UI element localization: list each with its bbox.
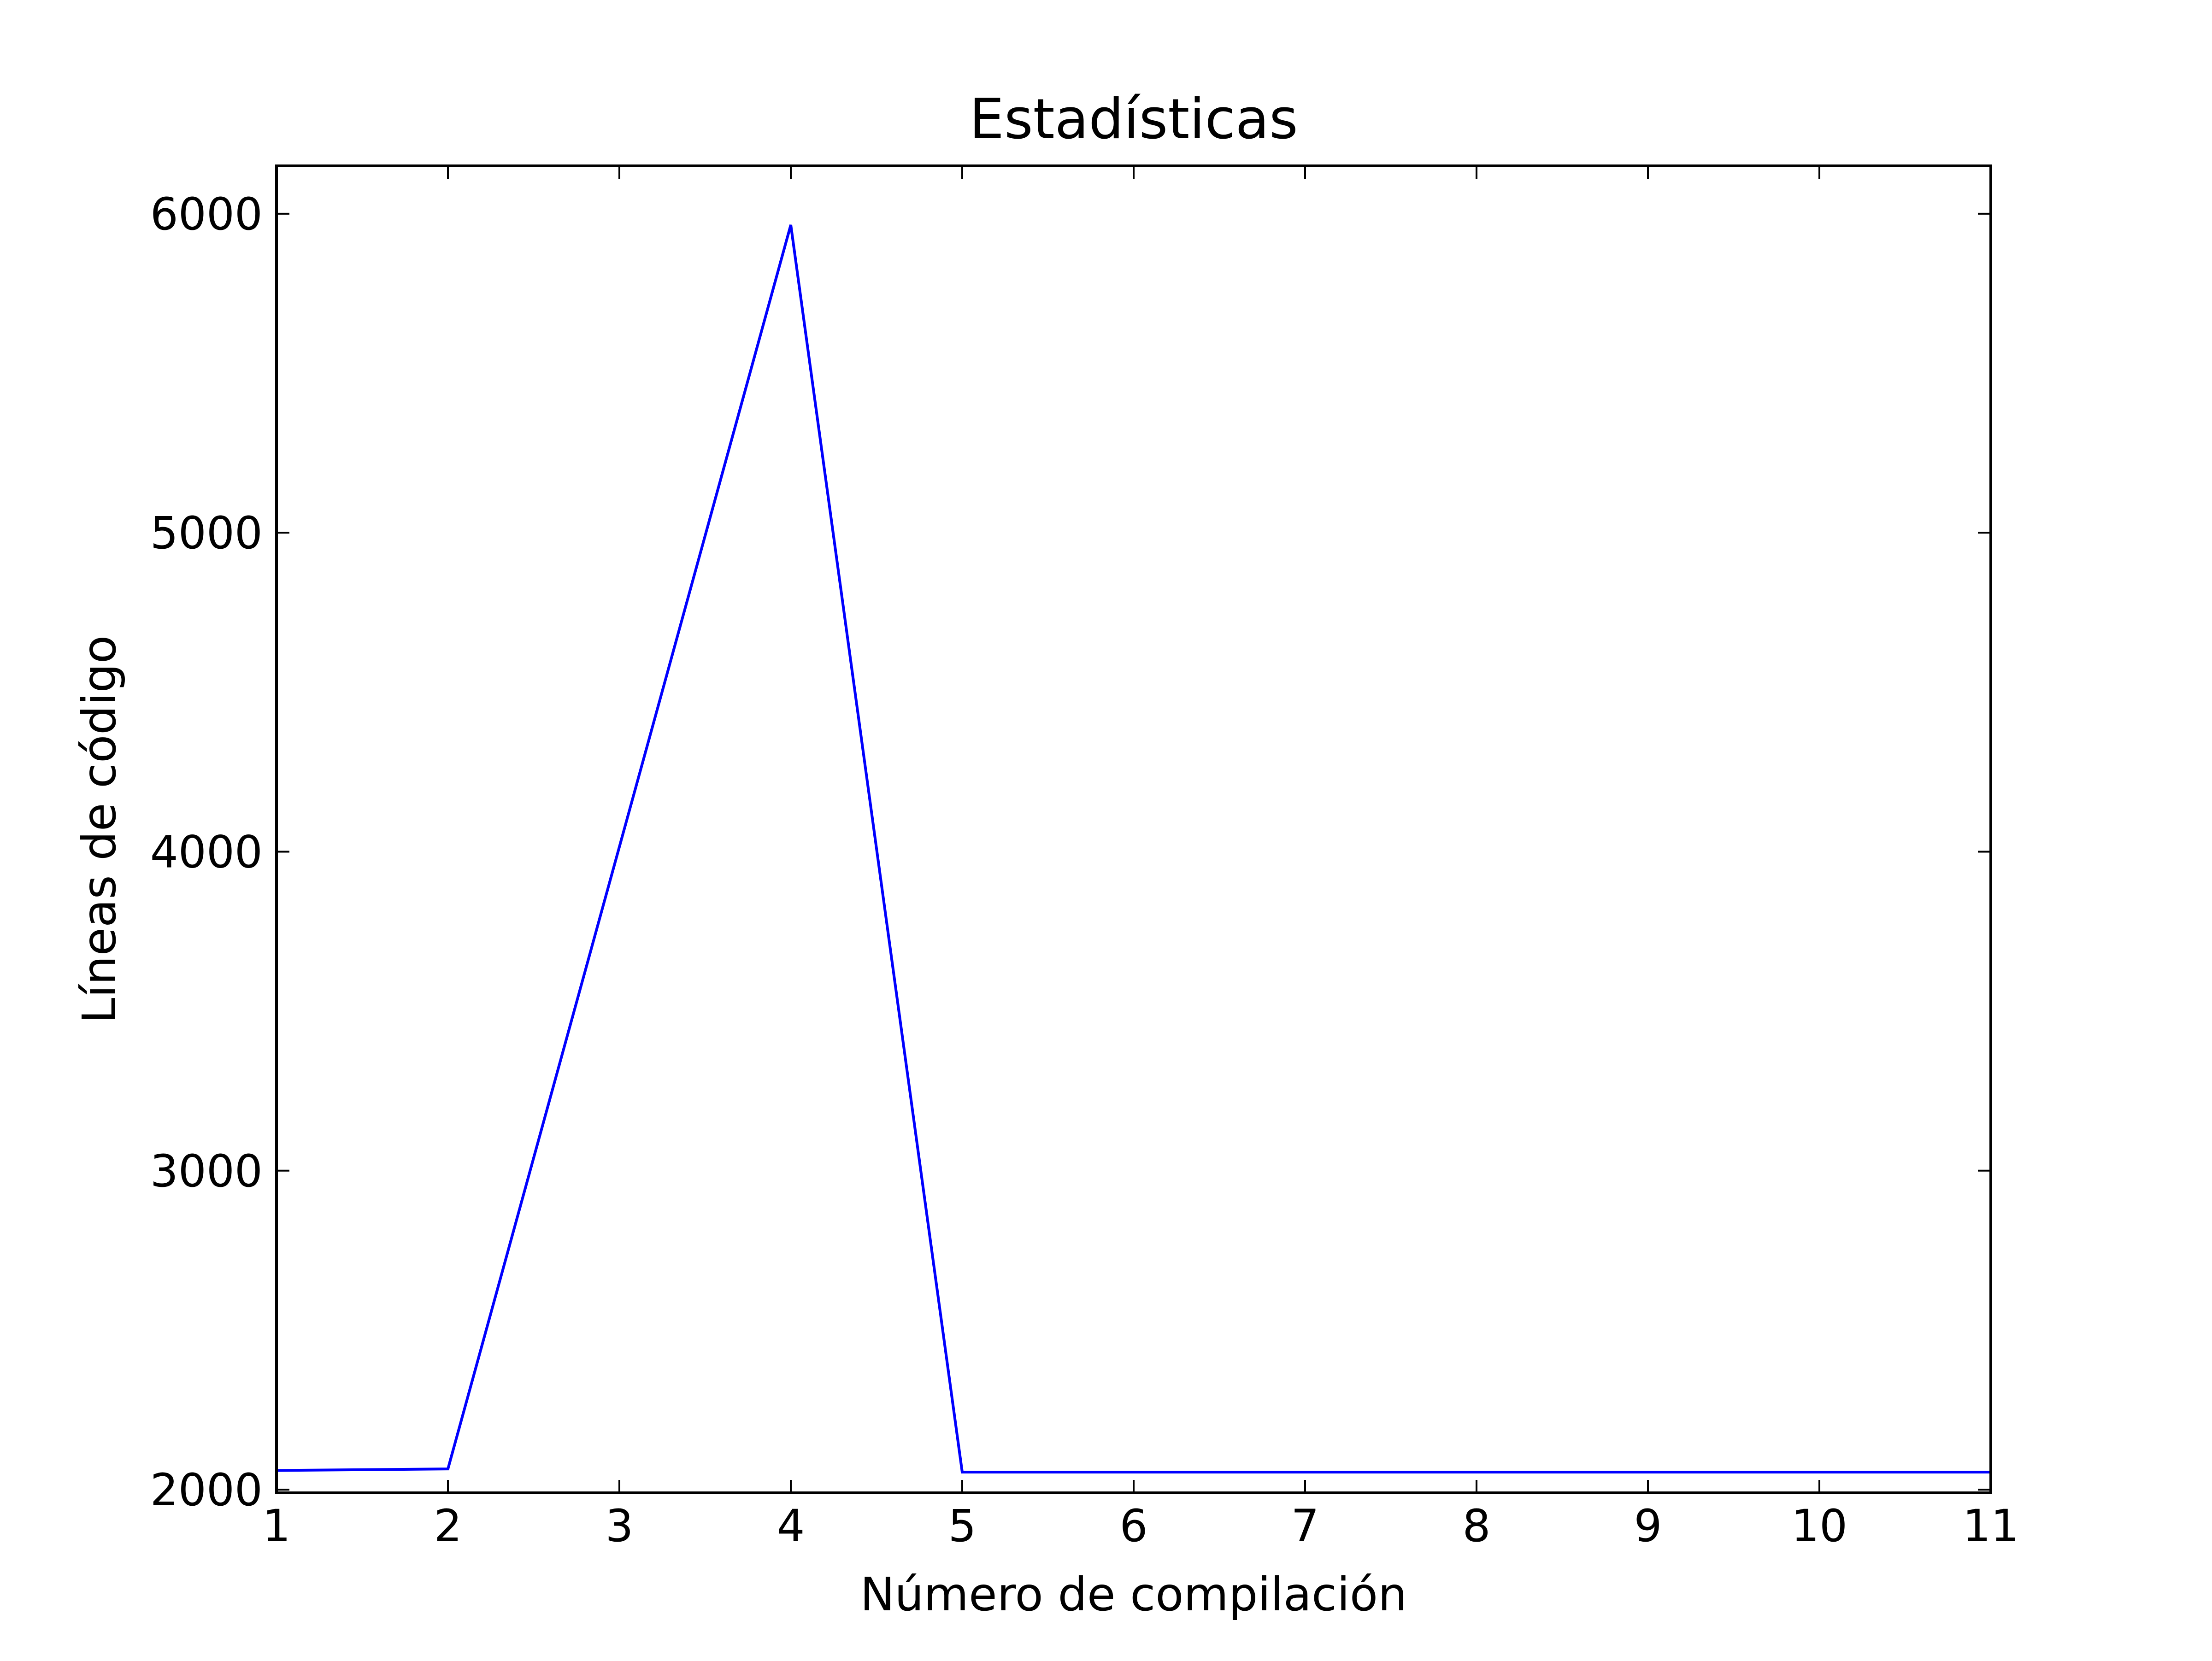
x-tick-label: 10 [1791,1500,1847,1552]
y-tick-label: 2000 [150,1464,263,1516]
y-tick-label: 6000 [150,188,263,240]
x-tick-label: 6 [1119,1500,1147,1552]
x-tick-label: 8 [1462,1500,1490,1552]
x-tick-label: 3 [605,1500,633,1552]
x-tick-label: 7 [1291,1500,1319,1552]
chart-title: Estadísticas [969,88,1298,152]
x-tick-label: 4 [777,1500,805,1552]
x-tick-label: 5 [948,1500,976,1552]
y-tick-label: 3000 [150,1145,263,1197]
x-tick-label: 2 [434,1500,462,1552]
y-axis-label: Líneas de código [72,635,126,1023]
plot-area-background [276,166,1991,1493]
x-tick-label: 1 [262,1500,290,1552]
series-layer [276,224,1991,1473]
series-line [276,224,1991,1473]
y-tick-label: 4000 [150,826,263,878]
tick-layer: 1 2 3 4 5 6 7 8 9 10 11 2000 3000 4000 5000 6000 [150,166,2019,1552]
y-tick-label: 5000 [150,507,263,559]
x-tick-label: 9 [1634,1500,1662,1552]
x-tick-label: 11 [1963,1500,2019,1552]
x-axis-label: Número de compilación [860,1567,1407,1621]
plot-area-frame [275,164,1992,1494]
